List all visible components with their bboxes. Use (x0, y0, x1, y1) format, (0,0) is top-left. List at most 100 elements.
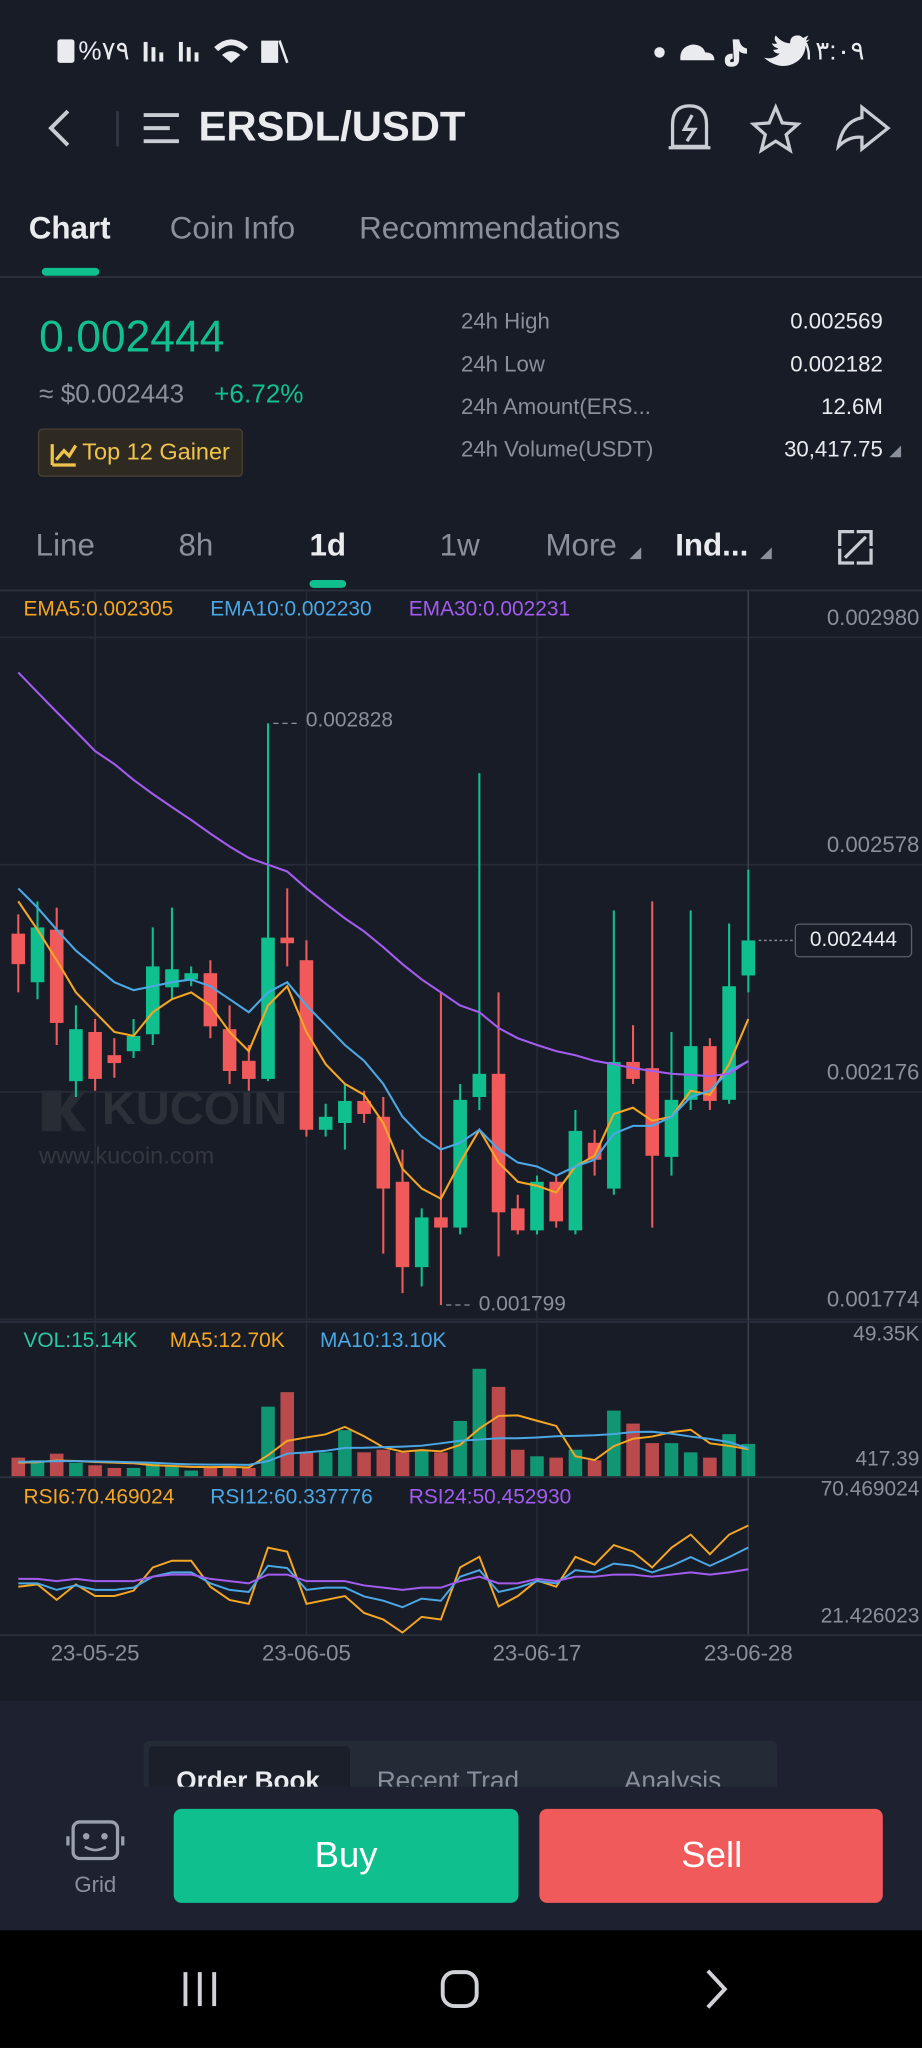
volume-bar (549, 1457, 563, 1478)
gainer-icon (50, 444, 78, 467)
ema-line (17, 671, 749, 1078)
volume-bar (741, 1443, 756, 1478)
high-label: 0.002828 (306, 708, 393, 731)
volume-bar (145, 1462, 160, 1478)
rsi-legend: RSI12:60.337776 (210, 1486, 373, 1509)
tab[interactable]: Chart (29, 210, 111, 245)
candle-body (664, 1099, 679, 1157)
interval[interactable]: 8h (178, 528, 213, 563)
price-change: +6.72% (214, 379, 303, 409)
stat-value: 0.002569 (790, 309, 883, 334)
candle-body (11, 933, 26, 965)
candle-body (49, 929, 64, 1023)
candle-body (491, 1073, 506, 1213)
candle-body (395, 1181, 410, 1268)
volume-bar (222, 1467, 237, 1478)
candle-body (645, 1068, 660, 1156)
candle-body (530, 1181, 544, 1231)
candle-body (280, 937, 295, 944)
volume-bar (184, 1470, 198, 1478)
chart: KUCOIN www.kucoin.com 0.002980 0.002578 0.… (0, 590, 922, 1636)
interval[interactable]: Ind... (675, 528, 748, 563)
volume-ma-legend: MA5:12.70K (170, 1329, 285, 1352)
volume-bar (683, 1452, 698, 1478)
interval[interactable]: 1w (440, 528, 480, 563)
nav-bar (0, 1930, 922, 2048)
volume-tick-label: 417.39 (856, 1448, 920, 1471)
volume-bar (395, 1452, 410, 1478)
candle-body (414, 1217, 429, 1268)
battery-level: %٧٩ (78, 35, 129, 65)
price-tick-label: 0.002176 (827, 1059, 920, 1084)
gainer-badge[interactable] (37, 428, 243, 477)
volume-bar (107, 1467, 122, 1478)
volume-bar (280, 1392, 295, 1478)
fullscreen-button[interactable] (838, 530, 873, 565)
candle-body (299, 960, 314, 1130)
candle-body (30, 927, 45, 983)
price-tick-label: 0.002980 (827, 605, 920, 630)
back-button[interactable] (48, 109, 70, 147)
menu-button[interactable] (143, 113, 179, 144)
stat-value: 12.6M (821, 394, 883, 419)
grid-button[interactable]: Grid (66, 1820, 125, 1897)
volume-bar (414, 1449, 429, 1478)
stat-label: 24h Low (461, 351, 546, 376)
candle-body (69, 1029, 83, 1082)
candle-body (510, 1208, 525, 1231)
volume-bar (165, 1465, 179, 1478)
rsi-tick-label: 70.469024 (821, 1478, 920, 1501)
share-button[interactable] (836, 103, 891, 153)
volume-bar (587, 1460, 602, 1478)
battery-icon (57, 39, 75, 63)
interval[interactable]: Line (36, 528, 95, 563)
stat-label: 24h Volume(USDT) (461, 437, 653, 462)
sell-label: Sell (681, 1834, 742, 1875)
last-price: 0.002444 (39, 312, 224, 361)
candle-body (318, 1116, 333, 1130)
watermark-text: KUCOIN (102, 1081, 287, 1134)
candle-body (165, 969, 179, 988)
tab[interactable]: Recommendations (359, 210, 620, 245)
volume-bar (645, 1443, 660, 1478)
sell-button[interactable] (539, 1808, 883, 1903)
watermark-url: www.kucoin.com (38, 1142, 214, 1168)
volume-bar (453, 1420, 467, 1478)
low-label: 0.001799 (479, 1293, 566, 1316)
volume-bar (30, 1460, 45, 1478)
interval[interactable]: 1d (310, 528, 347, 563)
date-label: 23-06-28 (704, 1641, 793, 1666)
date-label: 23-06-05 (262, 1641, 351, 1666)
volume-bar (472, 1368, 487, 1478)
volume-ma-line (18, 1430, 749, 1466)
candle-body (683, 1046, 698, 1100)
fiat-price: ≈ $0.002443 (39, 379, 184, 409)
volume-bar (530, 1456, 544, 1478)
candle-body (376, 1116, 391, 1189)
volume-bar (664, 1443, 679, 1478)
tab[interactable]: Coin Info (170, 210, 295, 245)
interval-indicator (309, 579, 347, 588)
buy-button[interactable] (173, 1808, 519, 1903)
rsi-legend: RSI6:70.469024 (24, 1486, 175, 1509)
candle-body (261, 937, 275, 1079)
volume-bar (69, 1462, 83, 1478)
buy-label: Buy (315, 1834, 379, 1875)
volume-bar (49, 1453, 64, 1478)
interval[interactable]: More (545, 528, 616, 563)
candle-body (722, 986, 736, 1100)
gainer-text: Top 12 Gainer (82, 439, 230, 465)
candle-body (126, 1035, 141, 1052)
volume-bar (126, 1467, 141, 1478)
alert-button[interactable] (668, 104, 711, 150)
favorite-button[interactable] (749, 102, 802, 154)
nav-buttons[interactable] (183, 1969, 728, 2009)
signal-icons (143, 39, 289, 64)
rsi-legend: RSI24:50.452930 (409, 1486, 572, 1509)
volume-bar (703, 1457, 717, 1478)
grid-label: Grid (74, 1872, 116, 1897)
candle-body (626, 1061, 640, 1079)
